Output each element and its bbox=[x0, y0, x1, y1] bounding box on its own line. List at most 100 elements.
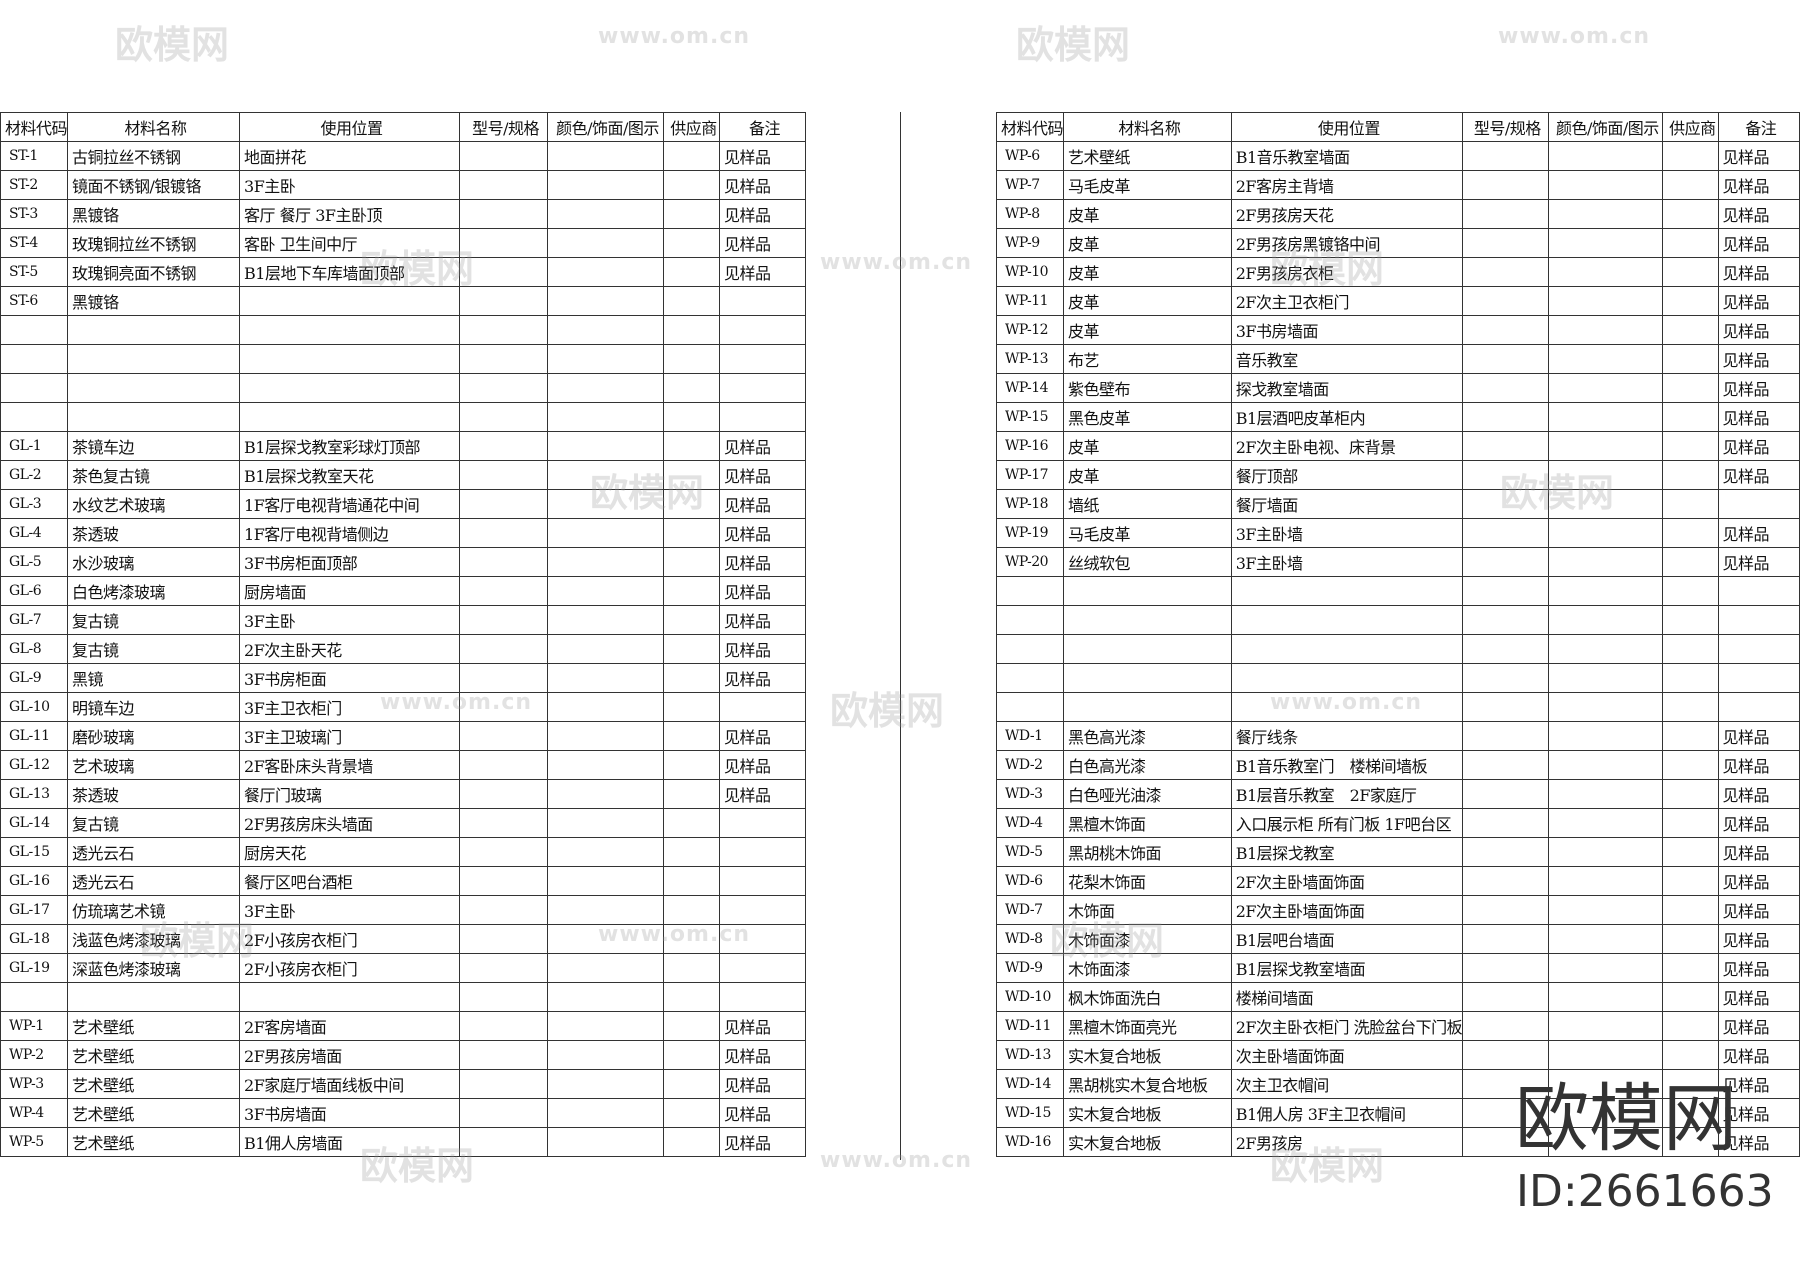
cell-code bbox=[995, 576, 1065, 606]
cell-location: 3F主卧 bbox=[239, 895, 461, 925]
cell-code: GL-19 bbox=[0, 953, 69, 983]
cell-remark bbox=[719, 402, 807, 432]
cell-name: 艺术玻璃 bbox=[67, 750, 241, 780]
table-row: WP-5 艺术壁纸 B1佣人房墙面 见样品 bbox=[0, 1127, 807, 1157]
cell-spec bbox=[1462, 605, 1549, 635]
cell-spec bbox=[459, 228, 549, 258]
cell-name: 皮革 bbox=[1063, 257, 1232, 287]
cell-code: WD-8 bbox=[995, 924, 1065, 954]
cell-remark: 见样品 bbox=[1717, 779, 1800, 809]
cell-remark: 见样品 bbox=[1717, 460, 1800, 490]
cell-location: 2F次主卧电视、床背景 bbox=[1230, 431, 1464, 461]
cell-remark: 见样品 bbox=[719, 634, 807, 664]
cell-location bbox=[239, 344, 461, 374]
cell-remark: 见样品 bbox=[1717, 895, 1800, 925]
cell-location: 餐厅墙面 bbox=[1230, 489, 1464, 519]
cell-supplier bbox=[663, 750, 721, 780]
cell-name: 紫色壁布 bbox=[1063, 373, 1232, 403]
table-row: ST-5 玫瑰铜亮面不锈钢 B1层地下车库墙面顶部 见样品 bbox=[0, 257, 807, 287]
cell-name: 墙纸 bbox=[1063, 489, 1232, 519]
cell-name: 艺术壁纸 bbox=[67, 1040, 241, 1070]
cell-name bbox=[67, 402, 241, 432]
table-row: WP-19 马毛皮革 3F主卧墙 见样品 bbox=[995, 518, 1800, 548]
cell-location bbox=[239, 402, 461, 432]
cell-spec bbox=[1462, 141, 1549, 171]
cell-color bbox=[547, 866, 665, 896]
watermark-url: www.om.cn bbox=[820, 1148, 973, 1173]
header-spec: 型号/规格 bbox=[459, 112, 549, 142]
cell-supplier bbox=[663, 257, 721, 287]
cell-spec bbox=[459, 402, 549, 432]
cell-remark: 见样品 bbox=[1717, 518, 1800, 548]
table-row bbox=[0, 402, 807, 432]
cell-color bbox=[1547, 576, 1664, 606]
cell-location: 2F男孩房床头墙面 bbox=[239, 808, 461, 838]
table-row: GL-11 磨砂玻璃 3F主卫玻璃门 见样品 bbox=[0, 721, 807, 751]
cell-remark: 见样品 bbox=[1717, 1069, 1800, 1099]
cell-location: 3F主卧墙 bbox=[1230, 518, 1464, 548]
cell-location bbox=[239, 373, 461, 403]
cell-name: 玫瑰铜拉丝不锈钢 bbox=[67, 228, 241, 258]
cell-name: 茶色复古镜 bbox=[67, 460, 241, 490]
cell-supplier bbox=[663, 924, 721, 954]
cell-code: GL-2 bbox=[0, 460, 69, 490]
cell-supplier bbox=[1662, 808, 1719, 838]
cell-location: 次主卧墙面饰面 bbox=[1230, 1040, 1464, 1070]
cell-supplier bbox=[1662, 257, 1719, 287]
cell-spec bbox=[459, 808, 549, 838]
cell-spec bbox=[459, 837, 549, 867]
cell-name: 透光云石 bbox=[67, 837, 241, 867]
cell-supplier bbox=[1662, 1011, 1719, 1041]
cell-remark: 见样品 bbox=[719, 1069, 807, 1099]
cell-location: 2F次主卧墙面饰面 bbox=[1230, 866, 1464, 896]
cell-code: WD-15 bbox=[995, 1098, 1065, 1128]
table-row: WP-7 马毛皮革 2F客房主背墙 见样品 bbox=[995, 170, 1800, 200]
table-row: GL-15 透光云石 厨房天花 bbox=[0, 837, 807, 867]
cell-spec bbox=[1462, 1098, 1549, 1128]
cell-spec bbox=[459, 982, 549, 1012]
cell-spec bbox=[459, 895, 549, 925]
cell-remark: 见样品 bbox=[1717, 1040, 1800, 1070]
cell-name: 镜面不锈钢/银镀铬 bbox=[67, 170, 241, 200]
cell-color bbox=[547, 750, 665, 780]
cell-code: GL-6 bbox=[0, 576, 69, 606]
cell-supplier bbox=[663, 1098, 721, 1128]
cell-spec bbox=[459, 518, 549, 548]
cell-remark: 见样品 bbox=[1717, 1127, 1800, 1157]
cell-color bbox=[1547, 895, 1664, 925]
cell-location: 次主卫衣帽间 bbox=[1230, 1069, 1464, 1099]
cell-remark: 见样品 bbox=[1717, 315, 1800, 345]
cell-supplier bbox=[1662, 431, 1719, 461]
cell-remark: 见样品 bbox=[719, 199, 807, 229]
cell-name: 茶镜车边 bbox=[67, 431, 241, 461]
cell-spec bbox=[459, 663, 549, 693]
cell-remark: 见样品 bbox=[719, 1127, 807, 1157]
cell-supplier bbox=[663, 286, 721, 316]
cell-supplier bbox=[663, 1127, 721, 1157]
cell-supplier bbox=[663, 199, 721, 229]
cell-remark: 见样品 bbox=[1717, 431, 1800, 461]
cell-color bbox=[1547, 402, 1664, 432]
cell-spec bbox=[1462, 518, 1549, 548]
cell-location bbox=[1230, 692, 1464, 722]
table-row: WP-2 艺术壁纸 2F男孩房墙面 见样品 bbox=[0, 1040, 807, 1070]
table-row: WP-9 皮革 2F男孩房黑镀铬中间 见样品 bbox=[995, 228, 1800, 258]
cell-name: 黑镀铬 bbox=[67, 286, 241, 316]
table-row: ST-6 黑镀铬 bbox=[0, 286, 807, 316]
cell-code bbox=[995, 692, 1065, 722]
cell-spec bbox=[459, 373, 549, 403]
cell-location bbox=[1230, 605, 1464, 635]
cell-code: WP-7 bbox=[995, 170, 1065, 200]
cell-color bbox=[1547, 141, 1664, 171]
cell-color bbox=[547, 663, 665, 693]
cell-name: 水纹艺术玻璃 bbox=[67, 489, 241, 519]
cell-location: B1层酒吧皮革柜内 bbox=[1230, 402, 1464, 432]
cell-remark bbox=[719, 373, 807, 403]
cell-name bbox=[1063, 692, 1232, 722]
table-row: GL-13 茶透玻 餐厅门玻璃 见样品 bbox=[0, 779, 807, 809]
cell-remark: 见样品 bbox=[1717, 721, 1800, 751]
table-row bbox=[995, 663, 1800, 693]
cell-code: WP-3 bbox=[0, 1069, 69, 1099]
table-row: GL-18 浅蓝色烤漆玻璃 2F小孩房衣柜门 bbox=[0, 924, 807, 954]
cell-name: 浅蓝色烤漆玻璃 bbox=[67, 924, 241, 954]
